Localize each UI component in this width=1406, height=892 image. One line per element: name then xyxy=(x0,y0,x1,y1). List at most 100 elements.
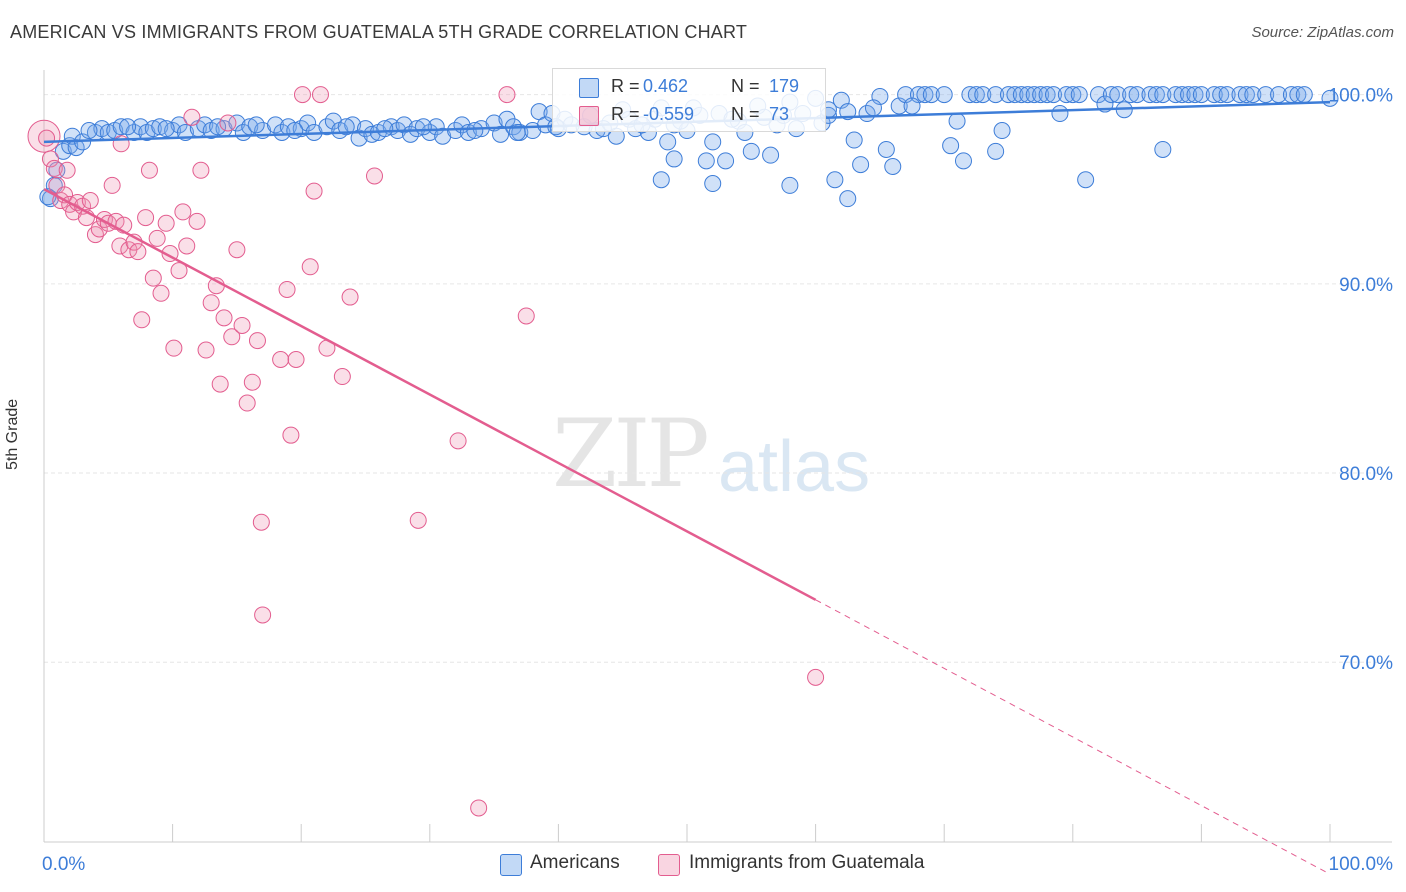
guatemala-point xyxy=(470,799,488,817)
americans-point xyxy=(408,120,426,138)
americans-point xyxy=(466,122,484,140)
y-tick-label: 100.0% xyxy=(1329,86,1394,107)
guatemala-point xyxy=(238,394,256,412)
guatemala-trend-line xyxy=(43,188,817,601)
americans-point xyxy=(157,120,175,138)
americans-point xyxy=(1141,86,1159,104)
americans-point xyxy=(1257,86,1275,104)
americans-point xyxy=(704,133,722,151)
americans-point xyxy=(742,142,760,160)
legend-n-label: N = xyxy=(731,76,760,96)
guatemala-point xyxy=(252,513,270,531)
guatemala-point xyxy=(248,332,266,350)
guatemala-point xyxy=(233,316,251,334)
legend-row-guatemala: R = -0.559 N = 73 xyxy=(553,101,825,129)
americans-point xyxy=(1057,86,1075,104)
guatemala-point xyxy=(807,668,825,686)
americans-point xyxy=(1218,86,1236,104)
guatemala-point xyxy=(272,351,290,368)
legend-n-label: N = xyxy=(731,104,760,124)
guatemala-point xyxy=(165,339,183,357)
americans-point xyxy=(324,112,342,130)
stats-legend: R = 0.462 N = 179 R = -0.559 N = 73 xyxy=(552,68,826,132)
americans-point xyxy=(987,86,1005,104)
americans-point xyxy=(852,156,870,174)
americans-point xyxy=(286,122,304,140)
americans-point xyxy=(414,118,432,136)
guatemala-point xyxy=(90,220,108,238)
y-tick-label: 70.0% xyxy=(1339,653,1393,674)
guatemala-point xyxy=(498,86,516,104)
americans-point xyxy=(652,171,670,189)
guatemala-point xyxy=(211,375,229,393)
americans-point xyxy=(1045,86,1063,104)
americans-point xyxy=(665,150,683,168)
americans-point xyxy=(864,99,882,117)
americans-point xyxy=(350,129,368,147)
americans-point xyxy=(1244,86,1262,104)
americans-point xyxy=(318,118,336,136)
americans-point xyxy=(877,140,895,158)
americans-point xyxy=(1077,171,1095,189)
guatemala-point xyxy=(133,311,151,329)
americans-point xyxy=(1012,86,1030,104)
americans-point xyxy=(697,152,715,170)
americans-point xyxy=(1154,140,1172,158)
americans-point xyxy=(717,152,735,170)
guatemala-point xyxy=(192,161,210,179)
americans-point xyxy=(1154,86,1172,104)
guatemala-point xyxy=(140,161,158,179)
guatemala-point xyxy=(152,284,170,302)
americans-point xyxy=(112,118,130,136)
americans-point xyxy=(935,86,953,104)
guatemala-point xyxy=(45,159,63,177)
americans-point xyxy=(967,86,985,104)
legend-n-value: 179 xyxy=(769,76,800,96)
guatemala-point xyxy=(409,511,427,529)
americans-point xyxy=(659,133,677,151)
americans-point xyxy=(1102,86,1120,104)
americans-point xyxy=(1231,86,1249,104)
series-legend: Americans Immigrants from Guatemala xyxy=(0,852,1406,878)
guatemala-point xyxy=(41,150,59,168)
americans-point xyxy=(781,176,799,194)
americans-point xyxy=(1000,86,1017,104)
americans-point xyxy=(839,190,857,208)
americans-point xyxy=(1090,86,1108,104)
americans-point xyxy=(376,120,394,138)
americans-point xyxy=(196,116,214,134)
guatemala-point xyxy=(178,237,196,255)
americans-point xyxy=(1109,86,1127,104)
americans-point xyxy=(903,97,921,115)
guatemala-point xyxy=(157,214,175,232)
americans-point xyxy=(1173,86,1191,104)
americans-point xyxy=(1192,86,1210,104)
guatemala-point xyxy=(111,237,129,255)
guatemala-point xyxy=(103,176,121,194)
guatemala-point xyxy=(81,192,99,210)
americans-point xyxy=(151,118,169,136)
guatemala-point xyxy=(174,203,192,221)
americans-point xyxy=(762,146,780,164)
americans-legend-label: Americans xyxy=(530,852,620,873)
guatemala-point xyxy=(144,269,162,287)
americans-point xyxy=(119,118,137,136)
guatemala-point xyxy=(38,129,56,147)
source-label: Source: ZipAtlas.com xyxy=(1251,24,1394,41)
guatemala-point xyxy=(183,108,201,126)
americans-point xyxy=(1180,86,1198,104)
americans-point xyxy=(704,175,722,193)
americans-point xyxy=(1051,105,1069,123)
americans-point xyxy=(80,122,98,140)
guatemala-point xyxy=(243,373,261,391)
americans-point xyxy=(916,86,934,104)
guatemala-legend-label: Immigrants from Guatemala xyxy=(689,852,925,873)
guatemala-point xyxy=(341,288,359,306)
axes xyxy=(43,70,1392,843)
americans-point xyxy=(337,118,355,136)
guatemala-trend-extension xyxy=(815,599,1331,875)
guatemala-point xyxy=(129,243,147,261)
americans-point xyxy=(961,86,979,104)
x-tick-label: 100.0% xyxy=(1329,854,1394,875)
